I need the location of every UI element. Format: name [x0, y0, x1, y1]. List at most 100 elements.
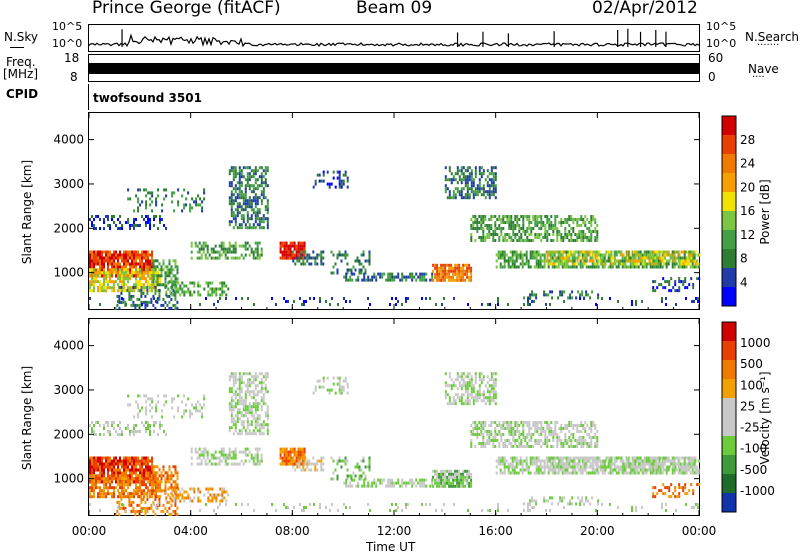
- echo-cell: [189, 209, 192, 213]
- echo-cell: [617, 259, 620, 263]
- echo-cell: [115, 265, 117, 269]
- echo-cell: [322, 170, 325, 174]
- echo-cell: [494, 175, 497, 179]
- echo-cell: [454, 402, 457, 406]
- echo-cell: [558, 221, 561, 224]
- echo-cell: [151, 400, 154, 404]
- echo-cell: [244, 205, 247, 209]
- echo-cell: [490, 439, 493, 442]
- echo-cell: [478, 433, 481, 436]
- echo-cell: [89, 262, 91, 266]
- echo-cell: [369, 484, 372, 488]
- echo-cell: [232, 244, 235, 248]
- echo-cell: [199, 203, 202, 207]
- echo-cell: [538, 439, 541, 442]
- echo-cell: [256, 447, 259, 451]
- echo-cell: [504, 445, 507, 448]
- echo-cell: [232, 178, 235, 182]
- echo-cell: [516, 427, 519, 430]
- echo-cell: [515, 265, 518, 269]
- echo-cell: [113, 474, 115, 478]
- echo-cell: [670, 277, 673, 281]
- echo-cell: [146, 291, 149, 295]
- echo-cell: [283, 456, 286, 460]
- echo-cell: [583, 253, 586, 257]
- echo-cell: [591, 290, 594, 294]
- echo-cell: [654, 256, 657, 260]
- echo-cell: [519, 253, 522, 257]
- echo-cell: [135, 459, 137, 463]
- echo-cell: [146, 497, 149, 501]
- echo-cell: [240, 414, 243, 418]
- echo-cell: [495, 253, 498, 257]
- echo-cell: [610, 259, 613, 263]
- echo-cell: [149, 227, 151, 230]
- echo-cell: [478, 172, 481, 176]
- echo-cell: [444, 381, 447, 385]
- echo-cell: [528, 221, 531, 224]
- echo-cell: [252, 256, 255, 260]
- echo-cell: [678, 289, 681, 293]
- echo-cell: [238, 408, 241, 412]
- echo-cell: [588, 230, 591, 233]
- echo-cell: [285, 241, 288, 245]
- echo-cell: [165, 400, 168, 404]
- echo-cell: [252, 414, 255, 418]
- echo-cell: [119, 468, 121, 472]
- echo-cell: [165, 433, 167, 436]
- echo-cell: [507, 262, 510, 266]
- echo-cell: [444, 396, 447, 400]
- echo-cell: [198, 456, 201, 460]
- echo-cell: [275, 303, 277, 306]
- echo-cell: [464, 181, 467, 185]
- echo-cell: [454, 269, 457, 273]
- beam-title: Beam 09: [356, 0, 433, 18]
- echo-cell: [143, 274, 145, 278]
- echo-cell: [122, 503, 125, 507]
- echo-cell: [586, 424, 589, 427]
- echo-cell: [240, 217, 243, 221]
- echo-cell: [585, 290, 588, 294]
- echo-cell: [344, 170, 347, 174]
- echo-cell: [156, 280, 159, 284]
- echo-cell: [540, 224, 543, 227]
- echo-cell: [285, 453, 288, 457]
- echo-cell: [246, 384, 249, 388]
- echo-cell: [256, 202, 259, 206]
- echo-cell: [91, 483, 93, 487]
- echo-cell: [538, 433, 541, 436]
- echo-cell: [131, 224, 133, 227]
- echo-cell: [107, 462, 109, 466]
- echo-cell: [155, 215, 157, 218]
- echo-cell: [137, 286, 139, 290]
- echo-cell: [432, 269, 435, 273]
- echo-cell: [295, 456, 298, 460]
- echo-cell: [515, 253, 518, 257]
- echo-cell: [109, 262, 111, 266]
- echo-cell: [435, 303, 437, 306]
- echo-cell: [250, 381, 253, 385]
- echo-cell: [531, 256, 534, 260]
- echo-cell: [131, 462, 133, 466]
- echo-cell: [234, 456, 237, 460]
- echo-cell: [256, 420, 259, 424]
- echo-cell: [549, 303, 551, 306]
- echo-cell: [346, 382, 349, 386]
- echo-cell: [468, 166, 471, 170]
- echo-cell: [105, 271, 107, 275]
- echo-cell: [498, 218, 501, 221]
- echo-cell: [474, 433, 477, 436]
- echo-cell: [232, 372, 235, 376]
- echo-cell: [158, 268, 161, 272]
- echo-cell: [353, 478, 356, 482]
- echo-cell: [622, 256, 625, 260]
- echo-cell: [165, 499, 168, 503]
- echo-cell: [610, 262, 613, 266]
- echo-cell: [590, 236, 593, 239]
- echo-cell: [221, 293, 224, 297]
- echo-cell: [279, 241, 282, 245]
- echo-cell: [601, 256, 604, 260]
- echo-cell: [326, 170, 329, 174]
- echo-cell: [199, 293, 202, 297]
- echo-cell: [313, 297, 315, 300]
